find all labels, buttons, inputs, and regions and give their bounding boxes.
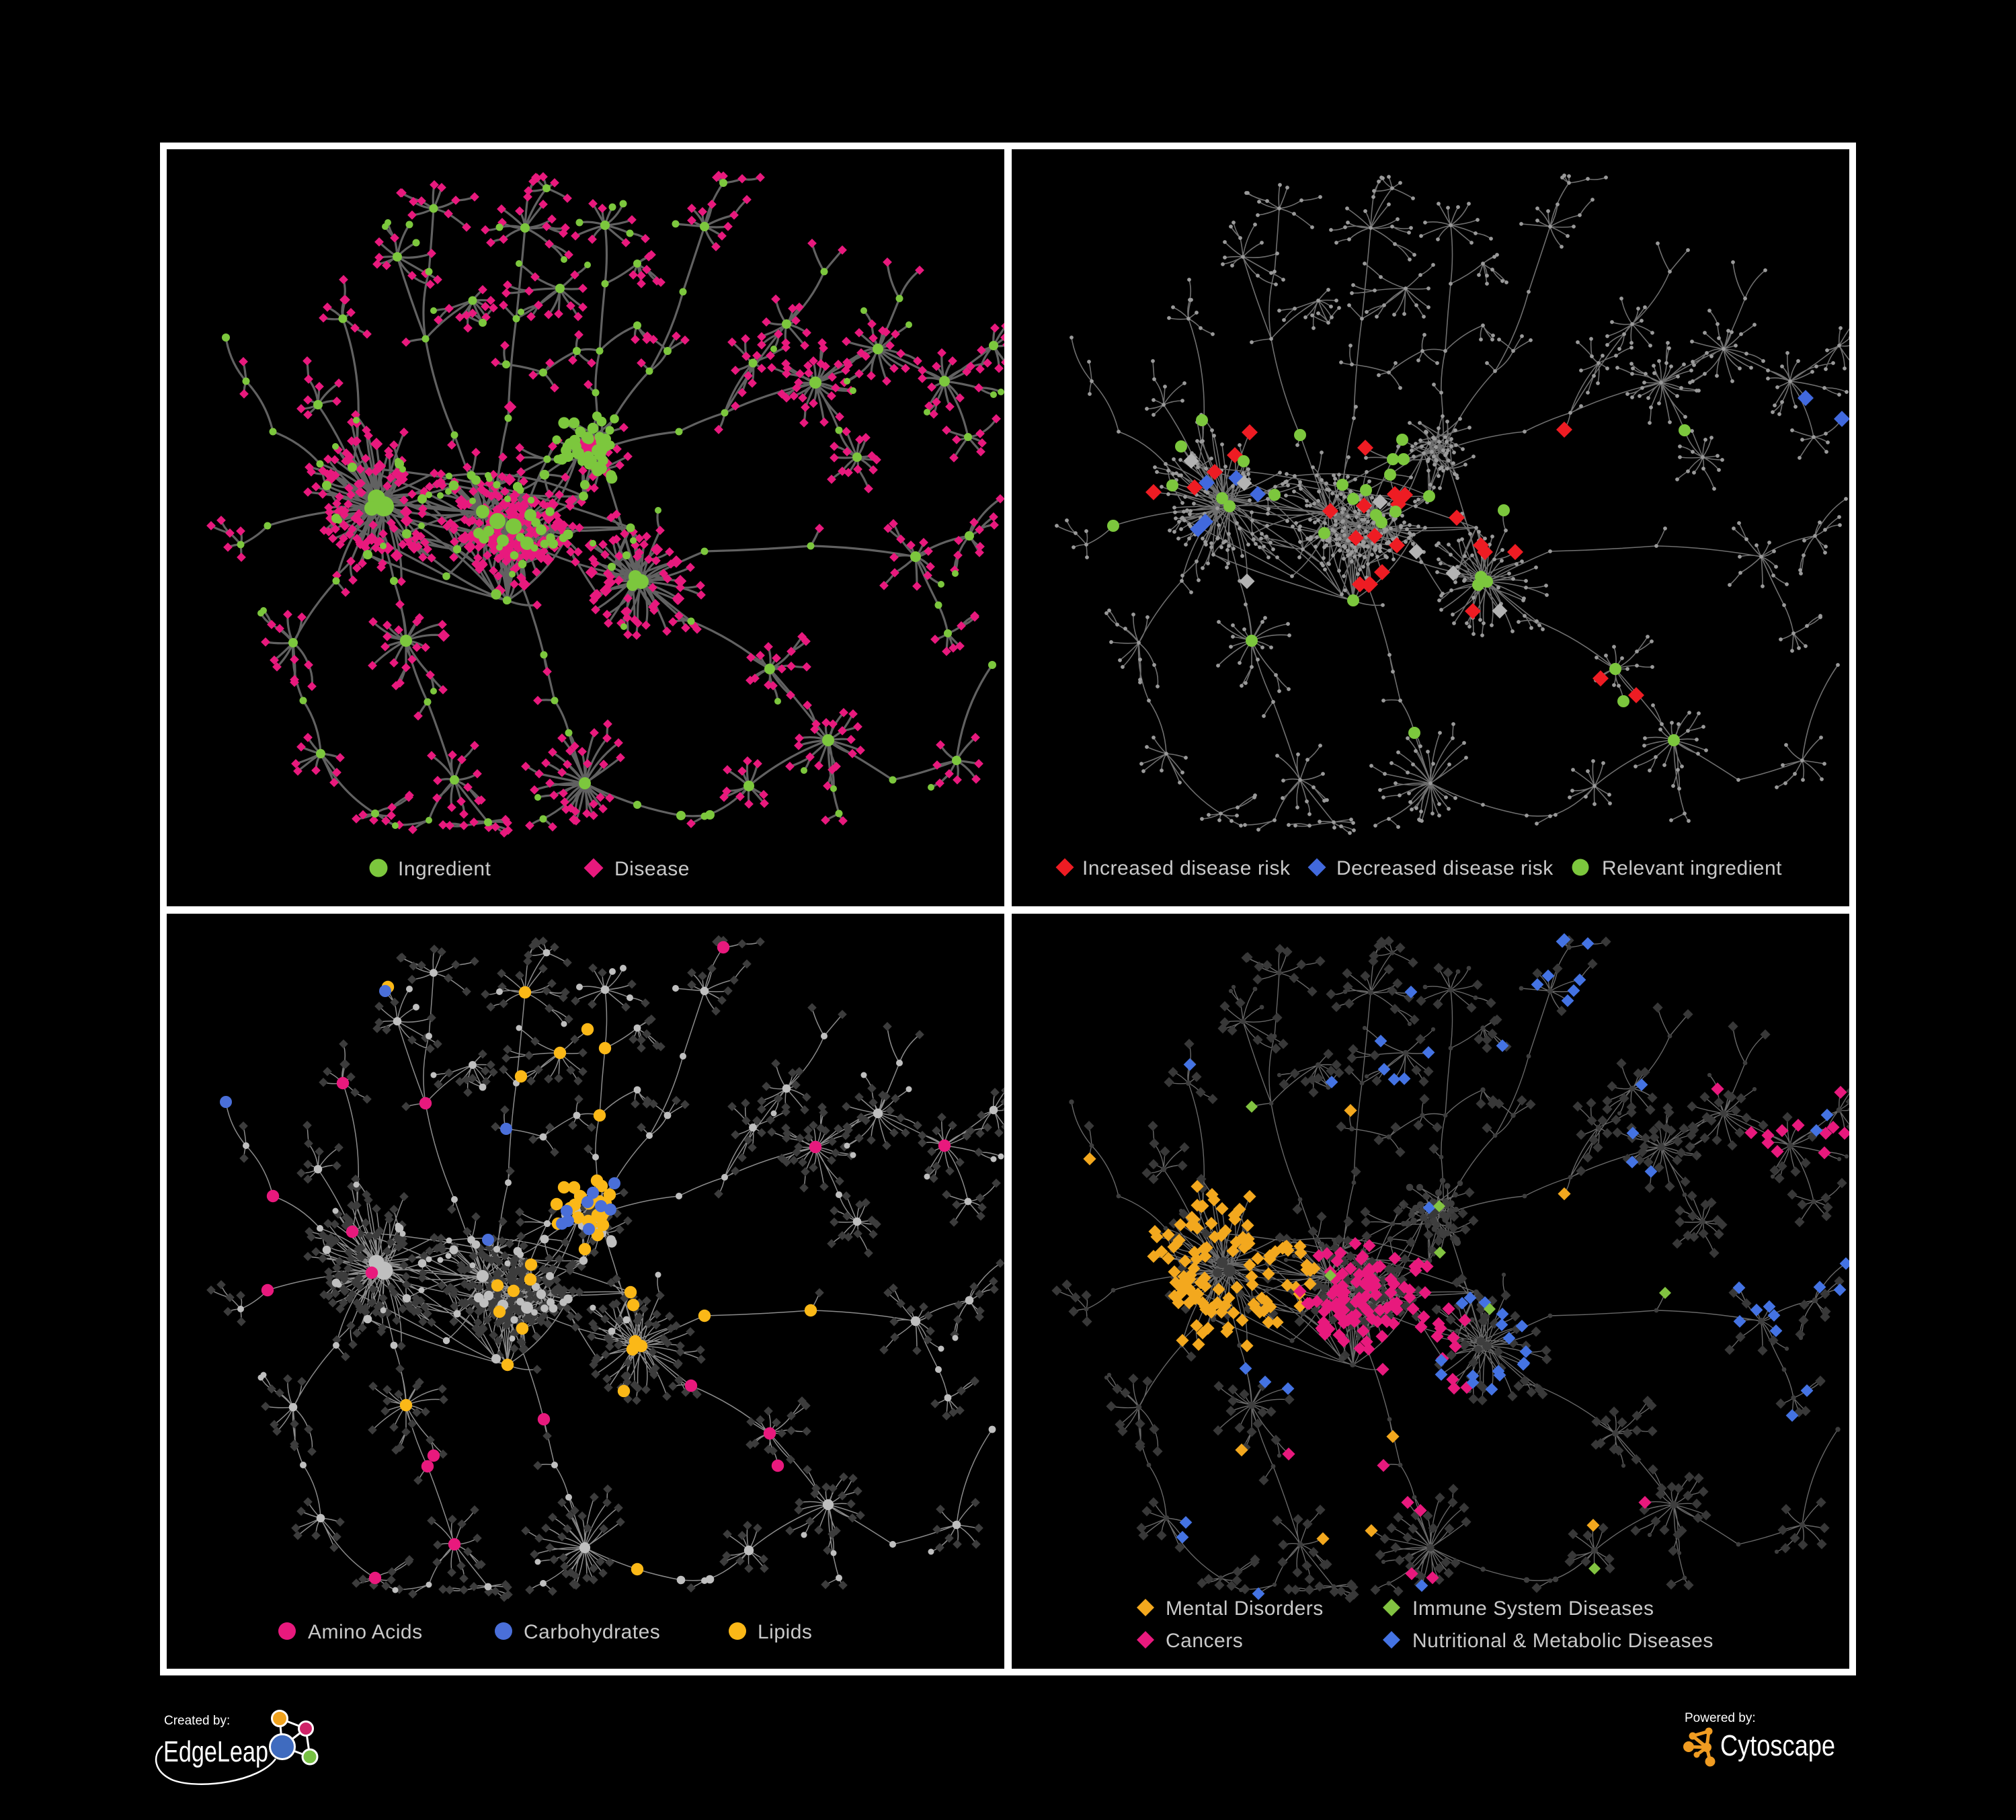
- svg-text:Cancers: Cancers: [1166, 1630, 1243, 1652]
- svg-text:Lipids: Lipids: [758, 1621, 812, 1643]
- svg-text:Relevant ingredient: Relevant ingredient: [1602, 857, 1782, 879]
- svg-text:Ingredient: Ingredient: [398, 858, 491, 880]
- svg-text:Disease: Disease: [614, 858, 690, 880]
- svg-text:Immune System Diseases: Immune System Diseases: [1412, 1597, 1654, 1620]
- svg-text:Decreased disease risk: Decreased disease risk: [1336, 857, 1554, 879]
- svg-text:Amino Acids: Amino Acids: [308, 1621, 423, 1643]
- svg-text:EdgeLeap: EdgeLeap: [163, 1735, 268, 1768]
- svg-text:Carbohydrates: Carbohydrates: [524, 1621, 660, 1643]
- svg-text:Increased disease risk: Increased disease risk: [1082, 857, 1291, 879]
- svg-text:Powered by:: Powered by:: [1685, 1711, 1756, 1725]
- svg-text:Mental Disorders: Mental Disorders: [1166, 1597, 1324, 1620]
- svg-text:Created by:: Created by:: [164, 1714, 230, 1728]
- svg-text:Cytoscape: Cytoscape: [1720, 1729, 1835, 1762]
- svg-text:Nutritional & Metabolic Diseas: Nutritional & Metabolic Diseases: [1412, 1630, 1713, 1652]
